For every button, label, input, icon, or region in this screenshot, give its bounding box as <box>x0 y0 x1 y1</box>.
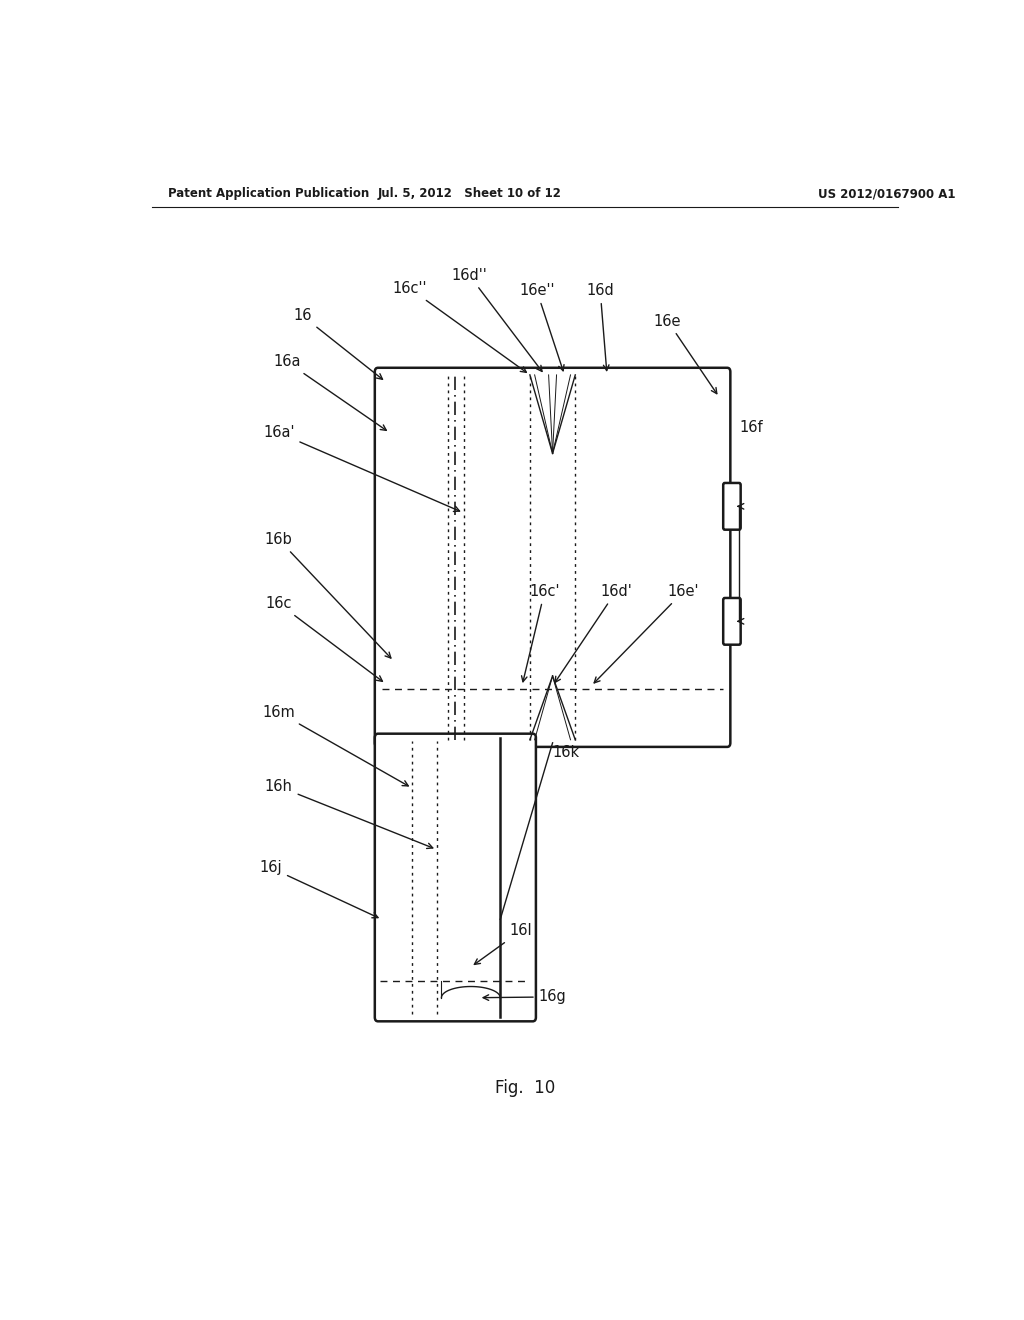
Text: 16a': 16a' <box>263 425 460 511</box>
Text: 16l: 16l <box>474 924 532 965</box>
Text: US 2012/0167900 A1: US 2012/0167900 A1 <box>818 187 956 201</box>
Text: 16m: 16m <box>262 705 409 785</box>
FancyBboxPatch shape <box>375 734 536 1022</box>
Text: 16e'': 16e'' <box>519 282 564 371</box>
Text: Jul. 5, 2012   Sheet 10 of 12: Jul. 5, 2012 Sheet 10 of 12 <box>377 187 561 201</box>
Text: 16d': 16d' <box>555 583 632 682</box>
Text: 16b: 16b <box>265 532 391 659</box>
Text: 16k: 16k <box>553 746 580 760</box>
Text: 16: 16 <box>293 309 383 379</box>
Text: 16c'': 16c'' <box>392 281 526 372</box>
Text: 16c': 16c' <box>521 583 560 681</box>
Text: 16d: 16d <box>587 282 614 371</box>
Text: Fig.  10: Fig. 10 <box>495 1080 555 1097</box>
FancyBboxPatch shape <box>723 483 740 529</box>
Text: Patent Application Publication: Patent Application Publication <box>168 187 369 201</box>
FancyBboxPatch shape <box>375 368 730 747</box>
Text: 16e: 16e <box>654 314 717 393</box>
Text: 16c: 16c <box>265 597 382 681</box>
Text: 16a: 16a <box>273 354 386 430</box>
Text: 16h: 16h <box>265 779 433 849</box>
Text: 16d'': 16d'' <box>452 268 542 371</box>
FancyBboxPatch shape <box>723 598 740 644</box>
Text: 16j: 16j <box>259 861 378 917</box>
Text: 16e': 16e' <box>594 583 699 682</box>
Text: 16f: 16f <box>739 420 763 436</box>
Text: 16g: 16g <box>483 990 566 1005</box>
